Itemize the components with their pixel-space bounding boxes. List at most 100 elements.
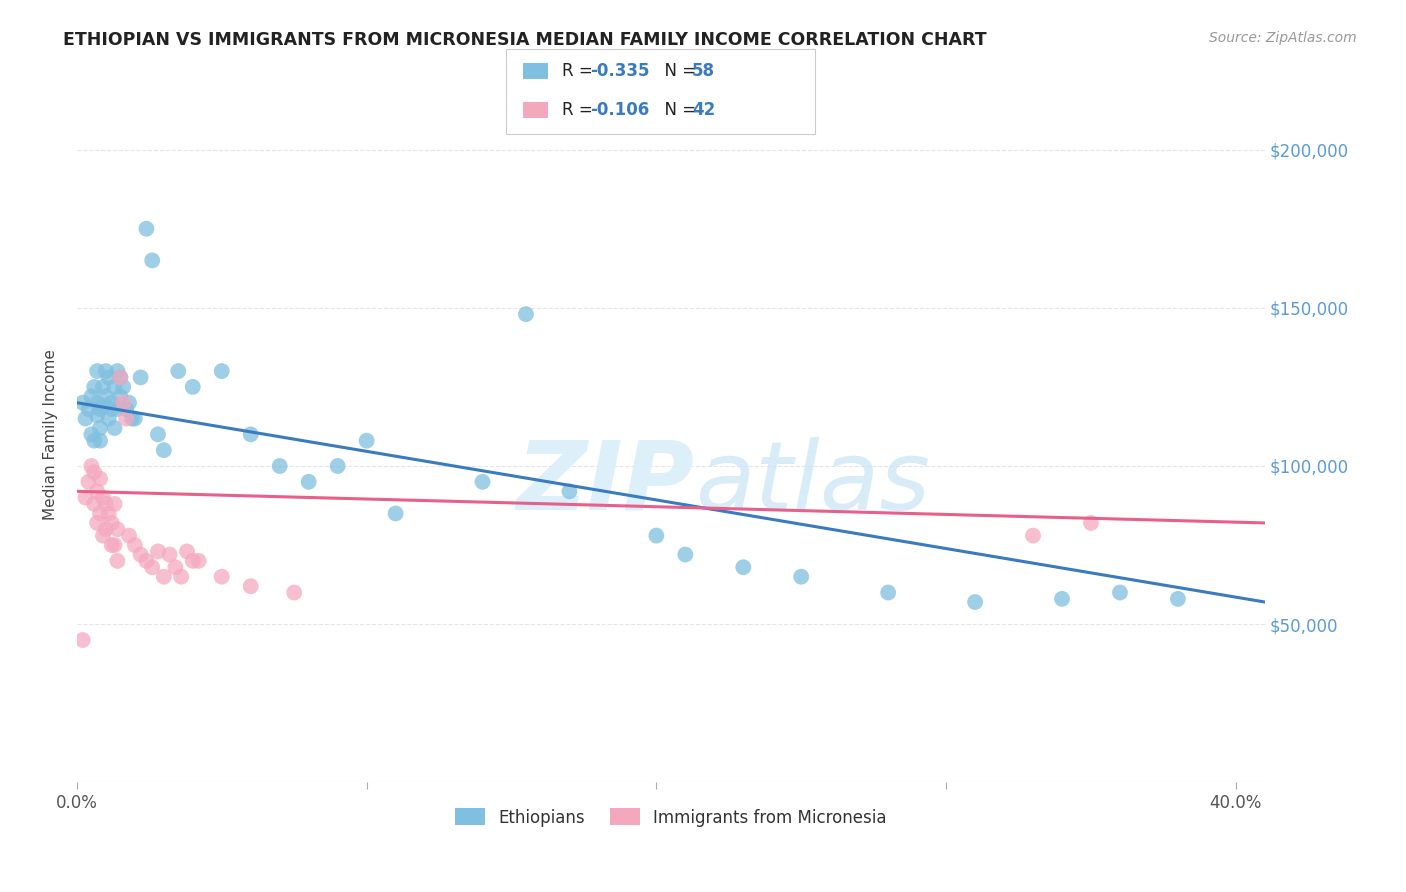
Point (515, 307, 537, 321)
Point (83, 466, 105, 480)
Point (72, 395, 94, 409)
Point (239, 579, 262, 593)
Point (94, 522, 117, 536)
Point (77, 402, 100, 417)
Point (965, 595, 987, 609)
Point (100, 402, 122, 417)
Text: -0.335: -0.335 (591, 62, 650, 80)
Point (146, 427, 169, 442)
Point (110, 370, 132, 384)
Point (471, 475, 494, 489)
Point (86, 516, 108, 530)
Point (112, 380, 135, 394)
Point (187, 554, 209, 568)
Point (211, 570, 233, 584)
Point (181, 554, 204, 568)
Point (1167, 591, 1189, 606)
Point (167, 364, 190, 378)
Point (283, 585, 305, 599)
Text: R =: R = (562, 62, 599, 80)
Point (89, 472, 111, 486)
Point (72, 632, 94, 647)
Text: Source: ZipAtlas.com: Source: ZipAtlas.com (1209, 31, 1357, 45)
Point (118, 395, 141, 409)
Text: N =: N = (654, 62, 702, 80)
Point (152, 570, 174, 584)
Point (83, 380, 105, 394)
Point (356, 434, 378, 448)
Point (135, 554, 157, 568)
Point (89, 421, 111, 435)
Point (97, 507, 120, 521)
Point (100, 538, 122, 552)
Point (146, 544, 169, 558)
Text: atlas: atlas (695, 436, 929, 530)
Point (1050, 591, 1073, 606)
Point (159, 548, 181, 562)
Text: 58: 58 (692, 62, 714, 80)
Point (91, 380, 114, 394)
Point (239, 427, 262, 442)
Point (94, 364, 117, 378)
Point (83, 497, 105, 511)
Point (115, 411, 138, 425)
Point (110, 370, 132, 384)
Point (86, 409, 108, 423)
Point (384, 507, 406, 521)
Point (97, 411, 120, 425)
Point (645, 528, 668, 542)
Point (107, 402, 129, 417)
Point (1080, 516, 1102, 530)
Point (75, 491, 97, 505)
Point (326, 458, 349, 473)
Text: R =: R = (562, 101, 599, 119)
Point (1022, 528, 1045, 542)
Point (141, 560, 163, 574)
Point (91, 528, 114, 542)
Point (97, 370, 120, 384)
Point (269, 458, 291, 473)
Text: ZIP: ZIP (517, 436, 695, 530)
Point (107, 554, 129, 568)
Point (100, 395, 122, 409)
Point (135, 221, 157, 235)
Point (91, 491, 114, 505)
Point (1109, 585, 1132, 599)
Point (152, 443, 174, 458)
Text: 42: 42 (692, 101, 716, 119)
Point (83, 434, 105, 448)
Point (107, 522, 129, 536)
Text: N =: N = (654, 101, 702, 119)
Point (91, 399, 114, 413)
Point (298, 475, 321, 489)
Point (118, 528, 141, 542)
Text: -0.106: -0.106 (591, 101, 650, 119)
Point (877, 585, 900, 599)
Point (80, 427, 103, 442)
Text: ETHIOPIAN VS IMMIGRANTS FROM MICRONESIA MEDIAN FAMILY INCOME CORRELATION CHART: ETHIOPIAN VS IMMIGRANTS FROM MICRONESIA … (63, 31, 987, 49)
Point (558, 484, 581, 499)
Point (733, 560, 755, 574)
Point (115, 402, 138, 417)
Point (86, 484, 108, 499)
Point (211, 364, 233, 378)
Point (110, 389, 132, 403)
Point (129, 370, 152, 384)
Point (121, 411, 143, 425)
Point (94, 389, 117, 403)
Point (89, 434, 111, 448)
Point (170, 570, 193, 584)
Point (103, 421, 125, 435)
Point (107, 364, 129, 378)
Point (124, 538, 146, 552)
Point (94, 497, 117, 511)
Point (112, 395, 135, 409)
Point (80, 389, 103, 403)
Legend: Ethiopians, Immigrants from Micronesia: Ethiopians, Immigrants from Micronesia (449, 802, 893, 833)
Point (103, 380, 125, 394)
Point (86, 395, 108, 409)
Point (176, 544, 198, 558)
Point (103, 538, 125, 552)
Point (165, 560, 187, 574)
Point (86, 364, 108, 378)
